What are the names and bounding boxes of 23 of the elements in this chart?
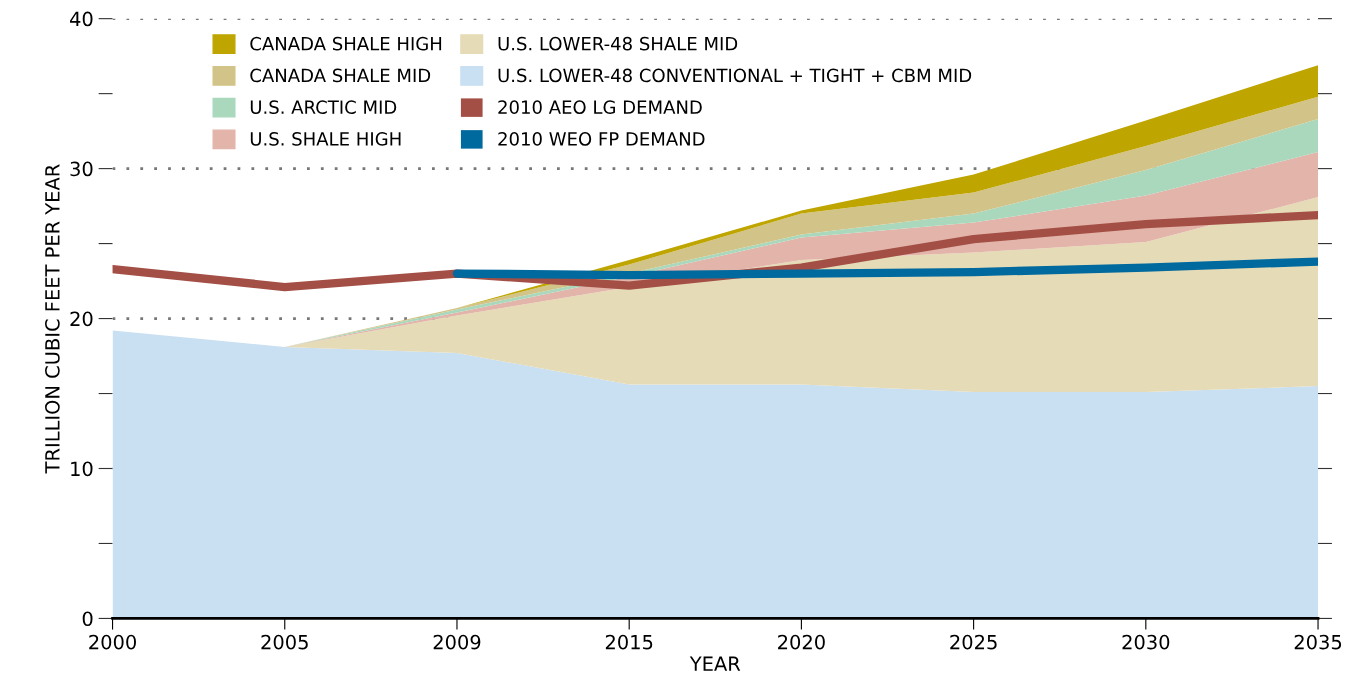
legend-label: 2010 WEO FP DEMAND: [498, 132, 705, 146]
x-tick-label: 2030: [1122, 634, 1170, 650]
x-axis-title: YEAR: [689, 656, 741, 671]
legend-label: U.S. LOWER-48 CONVENTIONAL + TIGHT + CBM MID: [498, 68, 972, 83]
y-axis-title: TRILLION CUBIC FEET PER YEAR: [45, 164, 60, 474]
x-tick-label: 2015: [605, 634, 653, 650]
x-tick-label: 2009: [433, 634, 481, 650]
legend-label: U.S. SHALE HIGH: [250, 132, 401, 146]
legend-label: CANADA SHALE HIGH: [250, 36, 442, 51]
legend-label: CANADA SHALE MID: [250, 68, 431, 83]
legend-label: U.S. ARCTIC MID: [250, 100, 397, 114]
y-tick-label: 10: [71, 461, 93, 477]
x-tick-label: 2035: [1294, 634, 1342, 650]
y-tick-label: 20: [70, 311, 93, 327]
y-tick-label: 40: [70, 11, 93, 27]
x-tick-label: 2000: [89, 634, 136, 650]
y-tick-label: 30: [70, 161, 93, 177]
legend-label: U.S. LOWER-48 SHALE MID: [498, 36, 738, 51]
x-tick-label: 2005: [261, 634, 308, 650]
x-tick-label: 2025: [950, 634, 997, 650]
y-tick-label: 0: [82, 611, 93, 627]
x-tick-label: 2020: [778, 634, 825, 650]
legend-label: 2010 AEO LG DEMAND: [498, 100, 702, 114]
